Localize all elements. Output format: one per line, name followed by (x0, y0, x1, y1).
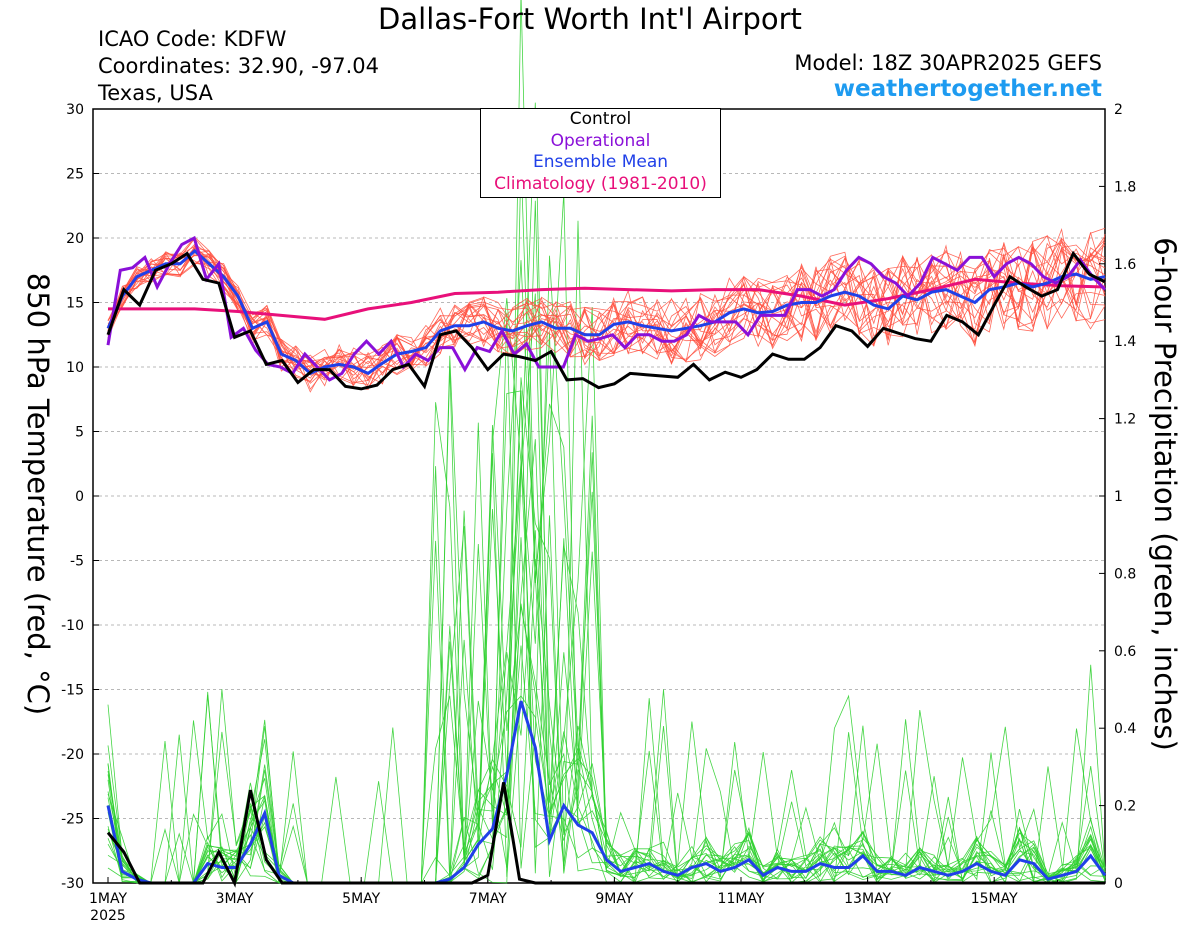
y-right-tick-label: 1.4 (1114, 334, 1136, 350)
legend-control: Control (569, 109, 632, 129)
y-left-tick-label: -10 (61, 618, 84, 634)
y-right-tick-label: 1 (1114, 489, 1123, 505)
y-right-tick-label: 1.2 (1114, 412, 1136, 428)
icao-code: ICAO Code: KDFW (98, 27, 287, 51)
precipitation-member-line (107, 102, 1106, 884)
y-right-tick-label: 0.4 (1114, 721, 1136, 737)
legend-ensemble-mean: Ensemble Mean (532, 152, 669, 172)
x-tick-label: 9MAY (595, 891, 633, 907)
y-left-tick-label: 25 (66, 167, 84, 183)
y-left-tick-label: -5 (70, 554, 84, 570)
y-left-tick-label: 0 (75, 489, 84, 505)
x-tick-sublabel: 2025 (90, 908, 126, 924)
temperature-operational-line (106, 235, 1107, 382)
x-tick-label: 1MAY (89, 891, 127, 907)
x-tick-label: 11MAY (718, 891, 765, 907)
y-left-tick-label: 5 (75, 425, 84, 441)
y-right-tick-label: 2 (1114, 102, 1123, 118)
temperature-member-line (107, 244, 1106, 380)
temperature-member-line (107, 247, 1106, 385)
temperature-ensemble-mean-line (106, 248, 1106, 376)
x-tick-label: 3MAY (216, 891, 254, 907)
y-left-tick-label: -30 (61, 876, 84, 892)
legend: Control Operational Ensemble Mean Climat… (480, 108, 721, 198)
precip-control-line (106, 782, 1105, 888)
region: Texas, USA (98, 81, 213, 105)
legend-climatology: Climatology (1981-2010) (494, 173, 707, 194)
y-axis-left-label: 850 hPa Temperature (red, °C) (21, 272, 55, 716)
temperature-member-line (107, 239, 1106, 382)
y-right-tick-label: 1.6 (1114, 257, 1136, 273)
precipitation-member-line (107, 377, 1106, 884)
y-left-tick-label: 30 (66, 102, 84, 118)
y-left-tick-label: -25 (61, 812, 84, 828)
coordinates: Coordinates: 32.90, -97.04 (98, 54, 379, 78)
precip-ensemble-mean-line (106, 700, 1107, 885)
gridlines (93, 173, 1105, 819)
chart-title: Dallas-Fort Worth Int'l Airport (378, 2, 802, 36)
y-right-tick-label: 0.2 (1114, 799, 1136, 815)
precipitation-member-line (107, 439, 1106, 884)
precipitation-member-line (107, 306, 1106, 884)
y-left-tick-label: -20 (61, 747, 84, 763)
y-right-tick-label: 1.8 (1114, 179, 1136, 195)
temperature-member-line (107, 237, 1106, 377)
precipitation-member-line (107, 192, 1106, 884)
x-tick-label: 7MAY (469, 891, 507, 907)
precipitation-member-line (107, 298, 1106, 884)
axis-tick-labels: 302520151050-5-10-15-20-25-3021.81.61.41… (61, 102, 1136, 924)
y-left-tick-label: 20 (66, 231, 84, 247)
climatology-line (108, 277, 1106, 321)
y-axis-right-label: 6-hour Precipitation (green, inches) (1148, 237, 1182, 751)
legend-operational: Operational (550, 130, 651, 151)
x-tick-label: 15MAY (971, 891, 1018, 907)
y-left-tick-label: 10 (66, 360, 84, 376)
precipitation-member-line (107, 255, 1106, 884)
x-tick-label: 5MAY (342, 891, 380, 907)
precipitation-member-line (107, 293, 1106, 884)
y-left-tick-label: 15 (66, 296, 84, 312)
model-run: Model: 18Z 30APR2025 GEFS (794, 51, 1102, 75)
temperature-control-line (106, 250, 1106, 391)
brand-link[interactable]: weathertogether.net (833, 76, 1102, 102)
x-tick-label: 13MAY (844, 891, 891, 907)
main-series (106, 235, 1107, 888)
y-right-tick-label: 0.6 (1114, 644, 1136, 660)
y-right-tick-label: 0.8 (1114, 566, 1136, 582)
y-left-tick-label: -15 (61, 683, 84, 699)
y-right-tick-label: 0 (1114, 876, 1123, 892)
